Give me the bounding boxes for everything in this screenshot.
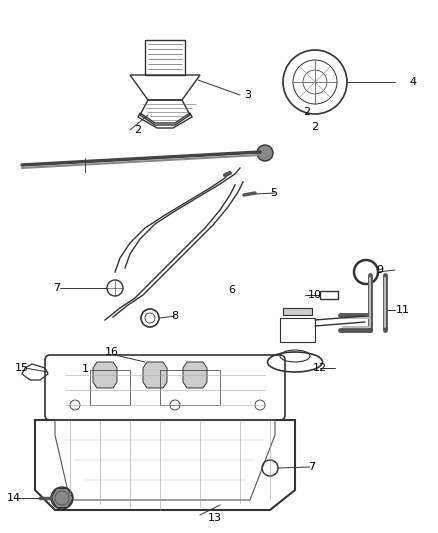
Text: 7: 7 [53, 283, 60, 293]
Text: 6: 6 [229, 285, 236, 295]
Text: 2: 2 [134, 125, 141, 135]
Circle shape [51, 487, 73, 509]
Text: 1: 1 [81, 364, 88, 374]
Text: 2: 2 [311, 122, 318, 132]
Text: 4: 4 [410, 77, 417, 87]
Text: 2: 2 [304, 107, 311, 117]
Text: 3: 3 [244, 90, 251, 100]
Polygon shape [143, 362, 167, 388]
Polygon shape [93, 362, 117, 388]
Text: 9: 9 [376, 265, 384, 275]
Circle shape [257, 145, 273, 161]
Text: 10: 10 [308, 290, 322, 300]
Text: 16: 16 [105, 347, 119, 357]
Text: 7: 7 [308, 462, 315, 472]
Text: 5: 5 [271, 188, 278, 198]
Text: 13: 13 [208, 513, 222, 523]
Text: 15: 15 [15, 363, 29, 373]
Polygon shape [183, 362, 207, 388]
Text: 8: 8 [171, 311, 179, 321]
Polygon shape [283, 308, 312, 315]
Text: 12: 12 [313, 363, 327, 373]
Text: 14: 14 [7, 493, 21, 503]
Text: 11: 11 [396, 305, 410, 315]
